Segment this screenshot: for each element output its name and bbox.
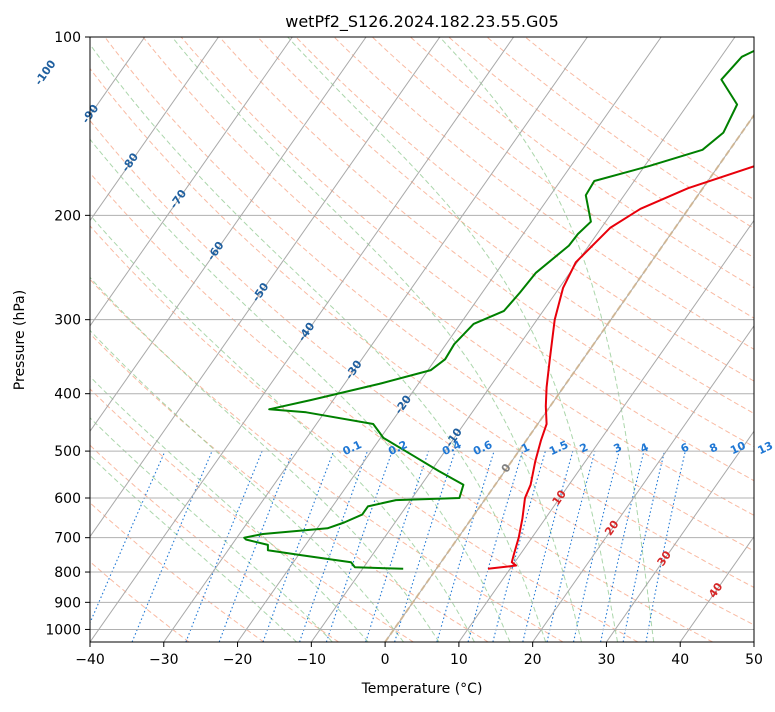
y-tick-label: 800: [54, 565, 81, 581]
x-tick-label: −20: [223, 652, 253, 668]
x-tick-label: 30: [598, 652, 616, 668]
x-tick-label: 10: [450, 652, 468, 668]
y-tick-label: 500: [54, 444, 81, 460]
y-axis-label: Pressure (hPa): [12, 290, 28, 390]
chart-title: wetPf2_S126.2024.182.23.55.G05: [285, 12, 559, 32]
x-tick-label: 40: [671, 652, 689, 668]
y-tick-label: 100: [54, 30, 81, 46]
y-tick-label: 600: [54, 491, 81, 507]
x-tick-label: −30: [149, 652, 179, 668]
x-tick-label: −40: [75, 652, 105, 668]
x-tick-label: −10: [297, 652, 327, 668]
plot-background: [90, 37, 754, 642]
x-axis-label: Temperature (°C): [361, 681, 483, 697]
x-tick-label: 50: [745, 652, 763, 668]
y-tick-label: 200: [54, 208, 81, 224]
y-tick-label: 300: [54, 313, 81, 329]
x-tick-label: 20: [524, 652, 542, 668]
y-tick-label: 400: [54, 387, 81, 403]
y-tick-label: 900: [54, 595, 81, 611]
y-tick-label: 1000: [45, 622, 81, 638]
x-tick-label: 0: [381, 652, 390, 668]
y-tick-label: 700: [54, 531, 81, 547]
